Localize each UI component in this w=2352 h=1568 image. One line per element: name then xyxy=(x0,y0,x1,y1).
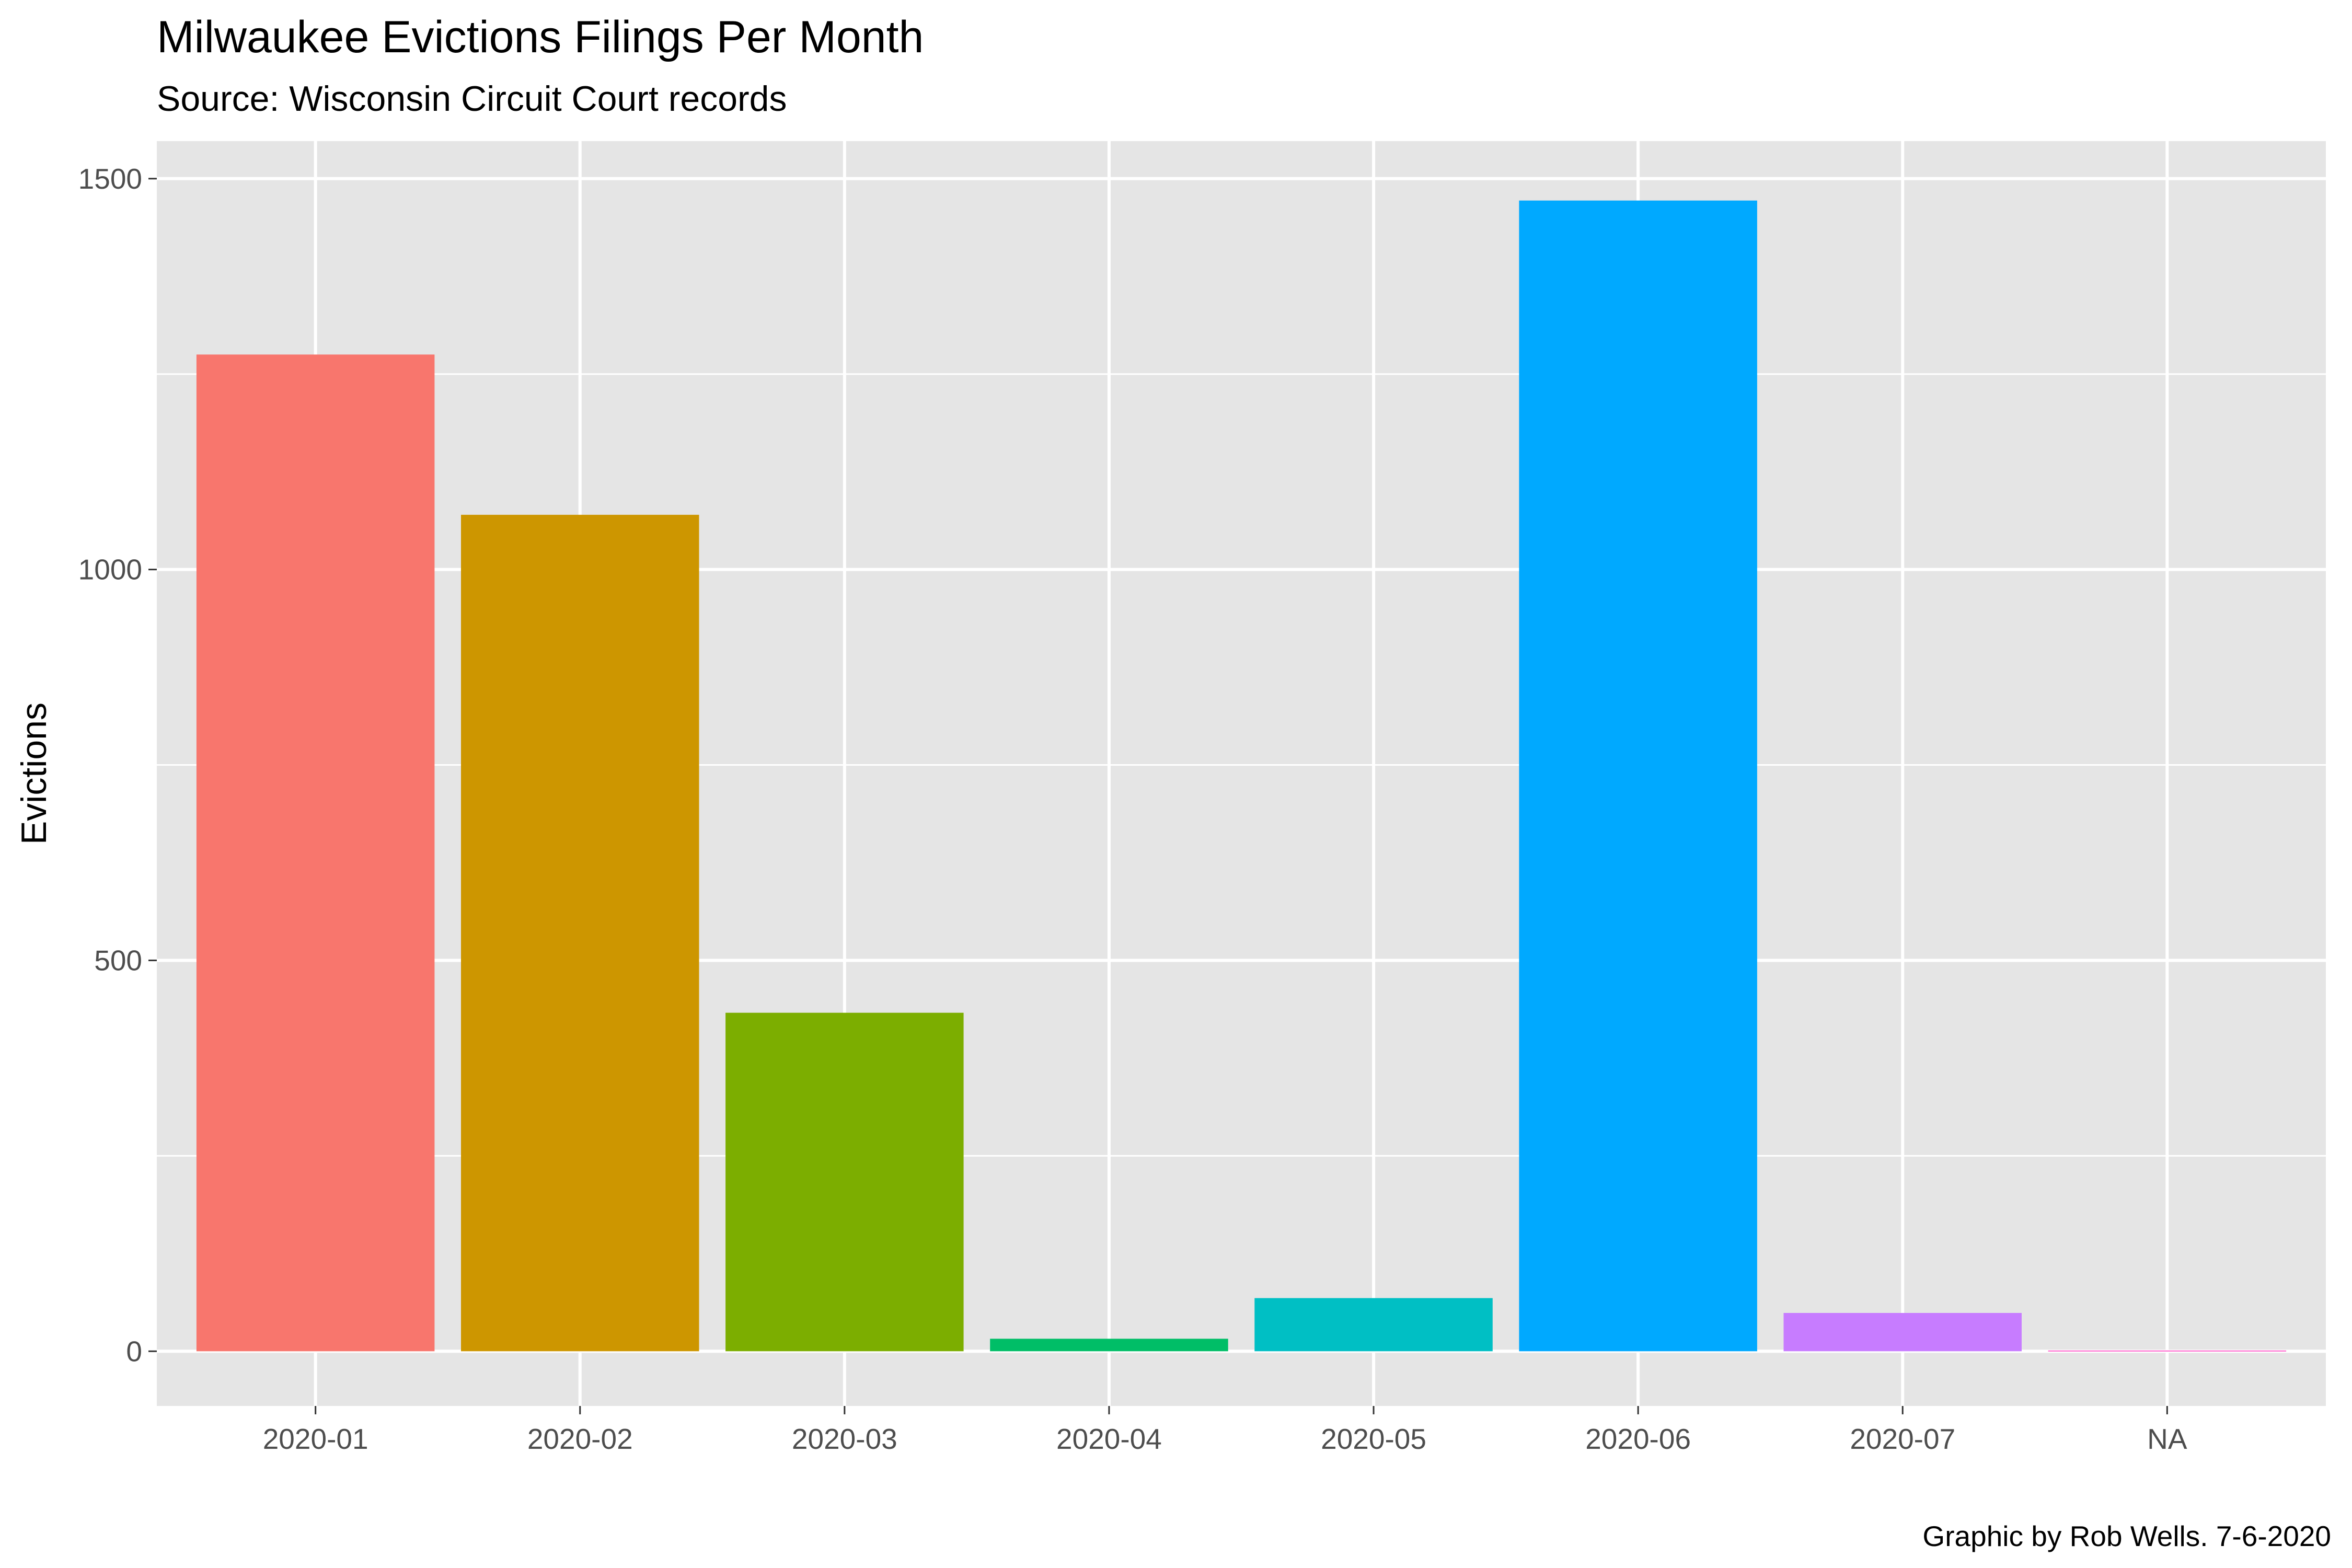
bar-2020-03 xyxy=(725,1012,964,1352)
x-tick-label: NA xyxy=(2147,1423,2187,1455)
bars xyxy=(196,200,2287,1352)
bar-2020-05 xyxy=(1254,1298,1493,1352)
x-tick-label: 2020-04 xyxy=(1056,1423,1162,1455)
bar-2020-06 xyxy=(1519,200,1757,1352)
x-tick-label: 2020-06 xyxy=(1585,1423,1691,1455)
y-axis-title: Evictions xyxy=(14,702,54,845)
y-tick-label: 1000 xyxy=(78,554,142,586)
x-tick-label: 2020-01 xyxy=(263,1423,368,1455)
x-tick-label: 2020-02 xyxy=(527,1423,633,1455)
bar-2020-02 xyxy=(461,514,699,1352)
bar-2020-04 xyxy=(990,1339,1228,1352)
x-axis-ticks: 2020-01 2020-02 2020-03 2020-04 2020-05 2020-… xyxy=(263,1406,2187,1455)
bar-2020-01 xyxy=(196,354,435,1352)
chart-subtitle: Source: Wisconsin Circuit Court records xyxy=(157,79,787,119)
y-axis-ticks: 0 500 1000 1500 xyxy=(78,163,157,1367)
bar-2020-07 xyxy=(1783,1313,2022,1352)
y-tick-label: 1500 xyxy=(78,163,142,195)
bar-na xyxy=(2048,1350,2287,1352)
x-tick-label: 2020-03 xyxy=(792,1423,897,1455)
x-tick-label: 2020-05 xyxy=(1321,1423,1426,1455)
chart-title: Milwaukee Evictions Filings Per Month xyxy=(157,12,924,62)
x-tick-label: 2020-07 xyxy=(1850,1423,1955,1455)
y-tick-label: 0 xyxy=(126,1335,142,1367)
y-tick-label: 500 xyxy=(94,944,142,976)
chart-caption: Graphic by Rob Wells. 7-6-2020 xyxy=(1922,1520,2331,1552)
